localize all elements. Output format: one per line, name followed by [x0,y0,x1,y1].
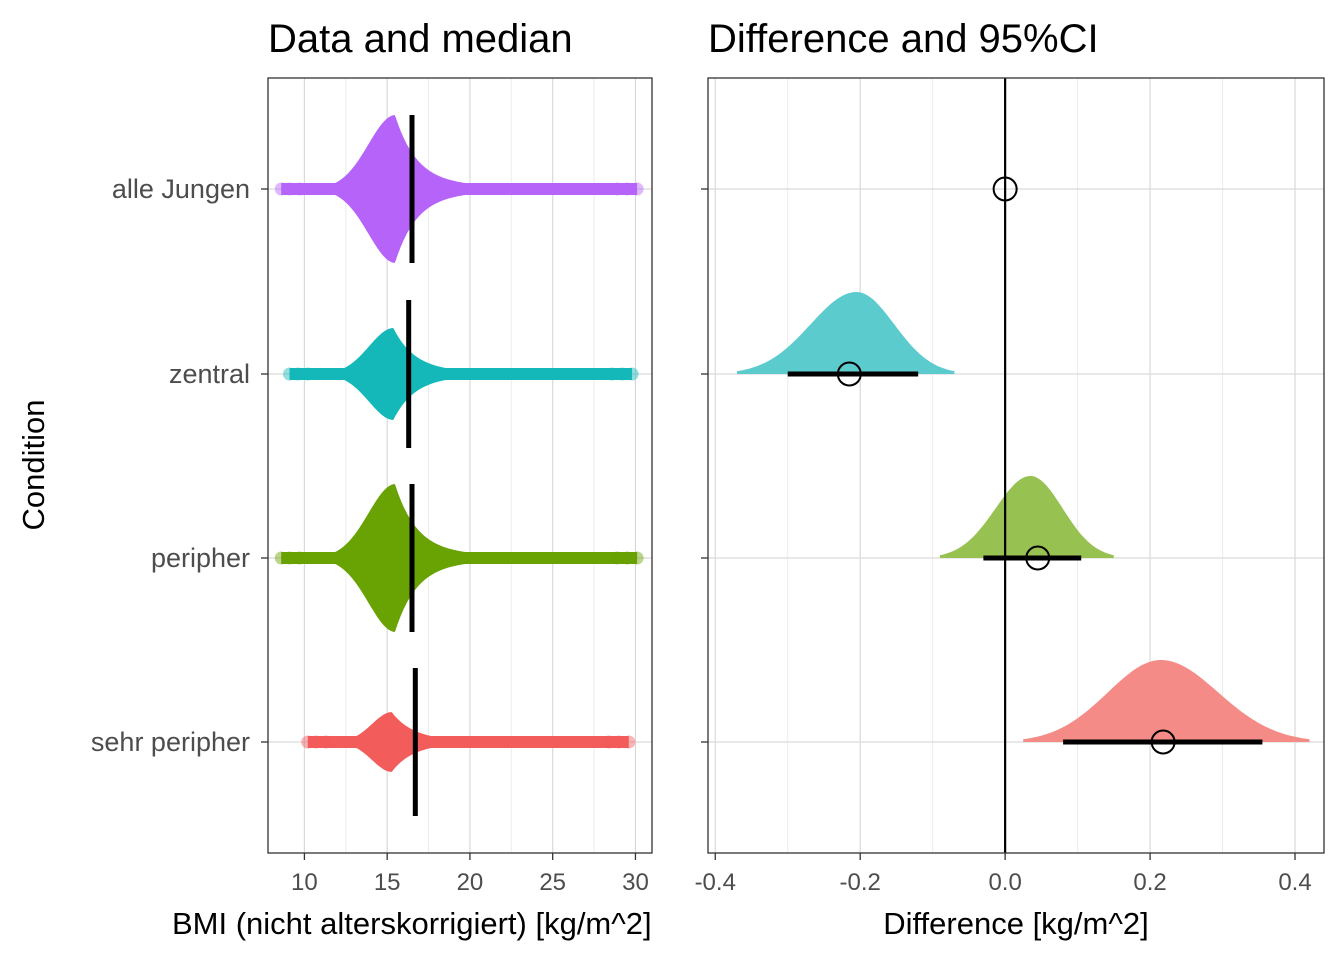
left-chart-title: Data and median [268,17,573,61]
left-beeswarms [274,115,644,772]
category-label: zentral [169,359,250,389]
x-tick-label: -0.4 [695,869,736,896]
x-tick-label: 10 [291,869,318,896]
beeswarm-point [622,735,636,749]
beeswarm-point [625,367,639,381]
estimate-point [836,361,862,387]
category-label: peripher [151,543,250,573]
beeswarm-point [620,551,634,565]
beeswarm-point [291,367,305,381]
beeswarm-point [283,182,297,196]
estimate-point [1025,545,1051,571]
x-tick-label: 20 [457,869,484,896]
beeswarm-point [283,551,297,565]
beeswarm-point [630,182,644,196]
beeswarm-point [283,367,297,381]
left-x-axis-title: BMI (nicht alterskorrigiert) [kg/m^2] [172,906,652,941]
left-axis-ticks: 10 15 20 25 30 [291,853,649,896]
x-tick-label: -0.2 [840,869,881,896]
beeswarm-peripher [274,484,644,632]
x-tick-label: 30 [622,869,649,896]
right-panel-border [707,77,1325,854]
beeswarm-point [615,367,629,381]
x-tick-label: 15 [374,869,401,896]
beeswarm-zentral [283,328,639,420]
right-densities [737,292,1310,742]
beeswarm-body [281,115,638,263]
category-label: sehr peripher [91,727,250,757]
beeswarm-point [274,551,288,565]
beeswarm-point [610,551,624,565]
x-tick-label: 0.2 [1133,869,1166,896]
density-peripher [939,476,1114,558]
left-median-lines [406,115,418,816]
estimate-point [992,176,1018,202]
beeswarm-point [301,735,315,749]
x-tick-label: 0.4 [1278,869,1311,896]
beeswarm-point [274,182,288,196]
category-label: alle Jungen [112,174,250,204]
beeswarm-point [309,735,323,749]
beeswarm-point [319,735,333,749]
beeswarm-sehr-peripher [301,712,636,772]
left-panel-border [267,77,653,854]
x-tick-label: 0.0 [988,869,1021,896]
beeswarm-point [630,551,644,565]
density-zentral [737,292,955,374]
beeswarm-body [289,328,633,420]
density-sehr-peripher [1023,660,1310,742]
right-panel: -0.4 -0.2 0.0 0.2 0.4 [695,77,1325,896]
beeswarm-body [307,712,629,772]
beeswarm-point [292,182,306,196]
right-confidence-intervals [787,176,1263,755]
beeswarm-point [301,367,315,381]
beeswarm-point [612,735,626,749]
x-tick-label: 25 [539,869,566,896]
beeswarm-alle-Jungen [274,115,644,263]
y-axis-title: Condition [16,400,51,531]
left-panel: 10 15 20 25 30 alle Jungen zentral peripher seh… [91,77,653,896]
right-chart-title: Difference and 95%CI [708,17,1099,61]
beeswarm-point [610,182,624,196]
right-axis-ticks: -0.4 -0.2 0.0 0.2 0.4 [695,188,1312,896]
beeswarm-point [292,551,306,565]
beeswarm-body [281,484,638,632]
beeswarm-point [602,735,616,749]
right-x-axis-title: Difference [kg/m^2] [883,906,1149,941]
beeswarm-point [605,367,619,381]
category-labels: alle Jungen zentral peripher sehr peripher [91,174,268,757]
estimate-point [1150,729,1176,755]
beeswarm-point [620,182,634,196]
